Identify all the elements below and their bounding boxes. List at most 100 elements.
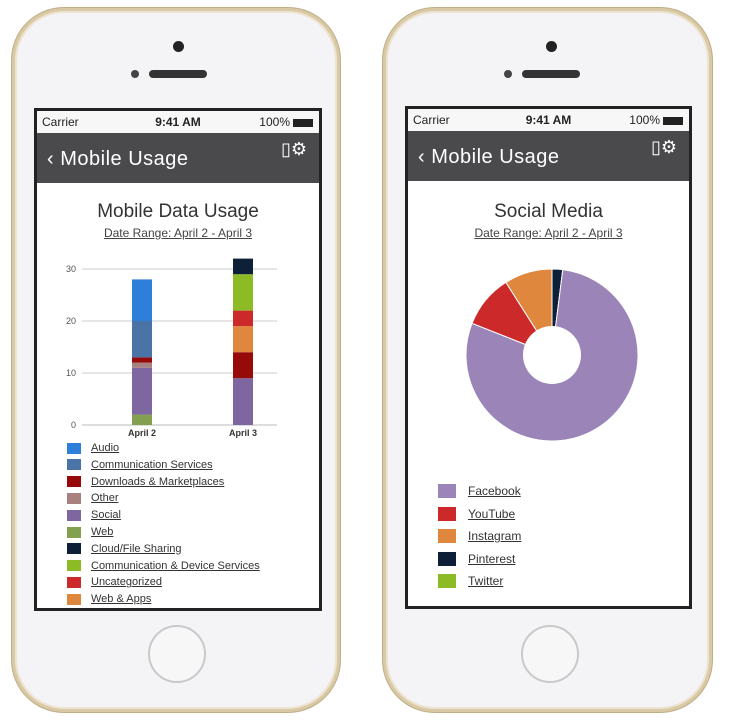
- bar-segment: [233, 310, 253, 327]
- sensor: [131, 70, 139, 78]
- nav-title: Mobile Usage: [60, 148, 189, 170]
- clock: 9:41 AM: [525, 113, 572, 127]
- legend-label: Other: [91, 492, 119, 505]
- legend-item[interactable]: Facebook: [438, 484, 521, 498]
- legend-swatch: [438, 574, 456, 588]
- legend-item[interactable]: Pinterest: [438, 551, 516, 566]
- bar-chart: 0 10 20 30 April 2 April 3: [66, 258, 277, 438]
- legend-swatch: [438, 529, 456, 543]
- legend-swatch: [67, 459, 81, 471]
- battery-icon: [293, 118, 313, 127]
- legend-label: Twitter: [468, 574, 504, 588]
- legend-item[interactable]: Uncategorized: [67, 576, 162, 588]
- legend-label: Web & Apps: [91, 593, 152, 606]
- back-button[interactable]: ‹ Mobile Usage: [418, 146, 560, 168]
- bar-segment: [132, 414, 152, 425]
- legend-label: Cloud/File Sharing: [91, 542, 182, 555]
- legend-label: YouTube: [468, 506, 516, 521]
- x-tick-label: April 2: [128, 428, 156, 438]
- legend-label: Communication & Device Services: [91, 559, 260, 572]
- bar-segment: [132, 367, 152, 415]
- home-button[interactable]: [521, 625, 579, 683]
- legend-item[interactable]: Web: [67, 526, 113, 538]
- pie-legend: Facebook YouTube Instagram Pinterest Twitter: [438, 484, 688, 604]
- legend-swatch: [67, 526, 81, 538]
- legend-swatch: [438, 551, 456, 566]
- bar-legend: Audio Communication Services Downloads & M…: [67, 442, 317, 608]
- battery-label: 100%: [629, 113, 660, 127]
- battery-label: 100%: [259, 115, 290, 129]
- y-tick-label: 10: [66, 368, 76, 378]
- y-tick-label: 20: [66, 316, 76, 326]
- legend-item[interactable]: Cloud/File Sharing: [67, 543, 182, 555]
- bar-segment: [233, 352, 253, 379]
- bar-segment: [132, 321, 152, 358]
- battery-icon: [663, 116, 683, 125]
- nav-bar: ‹ Mobile Usage ▯⚙: [408, 131, 689, 181]
- legend-swatch: [67, 560, 81, 572]
- carrier: Carrier: [42, 115, 79, 129]
- x-tick-label: April 3: [229, 428, 257, 438]
- legend-label: Pinterest: [468, 551, 516, 566]
- legend-swatch: [67, 476, 81, 488]
- legend-swatch: [67, 593, 81, 605]
- device-settings-icon[interactable]: ▯⚙: [280, 139, 307, 159]
- nav-title: Mobile Usage: [431, 146, 560, 168]
- bar-segment: [132, 357, 152, 363]
- speaker: [522, 70, 580, 78]
- y-tick-label: 30: [66, 264, 76, 274]
- nav-bar: ‹ Mobile Usage ▯⚙: [37, 133, 319, 183]
- battery: 100%: [629, 113, 683, 127]
- status-bar: Carrier 9:41 AM 100%: [408, 109, 689, 131]
- legend-label: Downloads & Marketplaces: [91, 475, 225, 488]
- back-button[interactable]: ‹ Mobile Usage: [47, 148, 189, 170]
- legend-item[interactable]: Twitter: [438, 574, 503, 588]
- camera: [173, 41, 184, 52]
- legend-item[interactable]: Instagram: [438, 529, 521, 543]
- home-button[interactable]: [148, 625, 206, 683]
- legend-label: Uncategorized: [91, 576, 162, 589]
- legend-swatch: [67, 492, 81, 504]
- bar-segment: [132, 362, 152, 368]
- battery: 100%: [259, 115, 313, 129]
- date-range-link[interactable]: Date Range: April 2 - April 3: [474, 226, 623, 240]
- bar-segment: [233, 274, 253, 311]
- legend-swatch: [438, 484, 456, 498]
- legend-item[interactable]: Other: [67, 492, 119, 504]
- legend-label: Social: [91, 509, 121, 522]
- legend-swatch: [67, 442, 81, 454]
- donut-chart: [465, 268, 639, 442]
- speaker: [149, 70, 207, 78]
- legend-item[interactable]: Audio: [67, 442, 119, 454]
- bar-segment: [132, 279, 152, 321]
- legend-label: Audio: [91, 442, 120, 454]
- legend-item[interactable]: Downloads & Marketplaces: [67, 476, 224, 488]
- chart-title: Social Media: [494, 201, 603, 222]
- legend-swatch: [67, 576, 81, 588]
- legend-item[interactable]: YouTube: [438, 506, 516, 521]
- legend-swatch: [438, 506, 456, 521]
- bar-segment: [233, 326, 253, 353]
- legend-label: Web: [91, 526, 114, 538]
- camera: [546, 41, 557, 52]
- status-bar: Carrier 9:41 AM 100%: [37, 111, 319, 133]
- carrier: Carrier: [413, 113, 450, 127]
- legend-item[interactable]: Communication & Device Services: [67, 560, 260, 572]
- legend-label: Instagram: [468, 529, 522, 543]
- legend-item[interactable]: Social: [67, 509, 121, 521]
- donut-hole: [523, 326, 581, 384]
- legend-item[interactable]: Communication Services: [67, 459, 213, 471]
- chart-title: Mobile Data Usage: [97, 201, 259, 222]
- legend-swatch: [67, 543, 81, 555]
- right-screen: Carrier 9:41 AM 100% ‹ Mobile Usage ▯⚙ S…: [405, 106, 692, 609]
- clock: 9:41 AM: [155, 115, 201, 129]
- sensor: [504, 70, 512, 78]
- bar-segment: [233, 378, 253, 425]
- device-settings-icon[interactable]: ▯⚙: [650, 137, 677, 157]
- date-range-link[interactable]: Date Range: April 2 - April 3: [103, 226, 253, 240]
- y-tick-label: 0: [71, 420, 76, 430]
- legend-label: Communication Services: [91, 458, 213, 471]
- left-screen: Carrier 9:41 AM 100% ‹ Mobile Usage ▯⚙ M…: [34, 108, 322, 611]
- legend-swatch: [67, 509, 81, 521]
- legend-item[interactable]: Web & Apps: [67, 593, 151, 605]
